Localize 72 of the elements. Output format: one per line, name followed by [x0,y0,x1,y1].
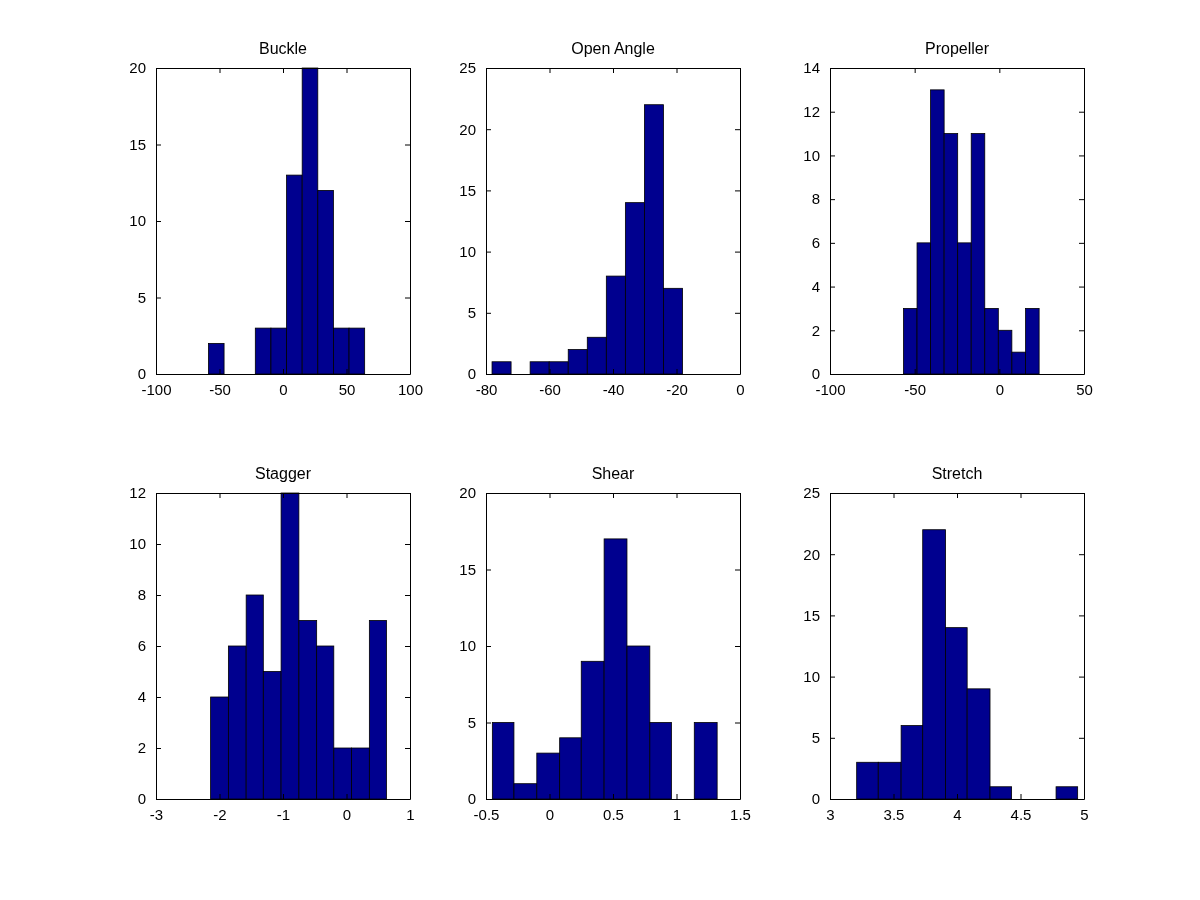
y-tick-label: 10 [459,242,476,260]
y-tick-label: 0 [467,365,476,383]
y-tick-label: 2 [811,321,820,339]
y-tick-label: 6 [137,637,146,655]
x-tick-label: -60 [539,380,561,398]
x-tick-label: 5 [1080,805,1089,823]
x-tick-label: 1 [672,805,682,823]
y-tick-label: 14 [803,59,820,77]
y-tick-label: 20 [459,120,476,138]
x-tick-label: 50 [1076,380,1093,398]
y-tick-label: 5 [467,713,476,731]
y-tick-label: 10 [129,212,146,230]
x-tick-label: 3.5 [883,805,905,823]
y-tick-label: 5 [811,729,820,747]
y-tick-label: 0 [137,790,146,808]
x-tick-label: 4 [953,805,962,823]
x-tick-label: 1.5 [730,805,751,823]
x-tick-label: 0 [995,380,1005,398]
chart-title: Propeller [924,40,990,57]
y-tick-label: 0 [811,365,820,383]
y-tick-label: 6 [811,234,820,252]
y-tick-label: 15 [129,135,146,153]
y-tick-label: 20 [129,59,146,77]
y-tick-label: 25 [803,484,820,502]
y-tick-label: 4 [137,688,146,706]
x-tick-label: -80 [475,380,498,398]
y-tick-label: 12 [803,103,820,121]
x-tick-label: 50 [338,380,356,398]
y-tick-label: 10 [459,637,476,655]
x-tick-label: -50 [209,380,231,398]
y-tick-label: 12 [129,484,146,502]
chart-title: Shear [591,465,636,482]
x-tick-label: 1 [406,805,415,823]
y-tick-label: 20 [803,545,820,563]
x-tick-label: 3 [826,805,835,823]
y-tick-label: 5 [137,288,146,306]
x-tick-label: -3 [149,805,164,823]
chart-title: Buckle [258,40,308,57]
x-tick-label: 100 [397,380,424,398]
x-tick-label: 0 [736,380,745,398]
y-tick-label: 15 [459,560,476,578]
y-tick-label: 0 [137,365,146,383]
chart-title: Stagger [254,465,312,482]
y-tick-label: 4 [811,277,820,295]
y-tick-label: 15 [459,181,476,199]
y-tick-label: 8 [811,190,820,208]
x-tick-label: 0 [279,380,288,398]
y-tick-label: 15 [803,606,820,624]
x-tick-label: -20 [666,380,688,398]
y-tick-label: 8 [137,586,146,604]
y-tick-label: 10 [803,667,820,685]
x-tick-label: -100 [141,380,172,398]
x-tick-label: -100 [815,380,846,398]
x-tick-label: -2 [213,805,227,823]
x-tick-label: -0.5 [473,805,500,823]
x-tick-label: 0 [342,805,352,823]
x-tick-label: -40 [602,380,625,398]
chart-title: Open Angle [571,40,655,57]
y-tick-label: 10 [803,146,820,164]
y-tick-label: 5 [467,304,476,322]
x-tick-label: 4.5 [1010,805,1032,823]
x-tick-label: -1 [276,805,291,823]
x-tick-label: 0 [545,805,555,823]
y-tick-label: 20 [459,484,476,502]
x-tick-label: -50 [904,380,927,398]
y-tick-label: 25 [459,59,476,77]
chart-title: Stretch [931,465,983,482]
x-tick-label: 0.5 [603,805,624,823]
y-tick-label: 0 [467,790,476,808]
y-tick-label: 0 [811,790,820,808]
y-tick-label: 2 [137,739,146,757]
y-tick-label: 10 [129,535,146,553]
